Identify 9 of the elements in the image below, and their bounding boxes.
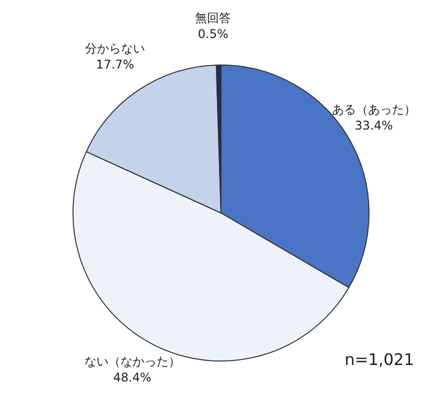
- data-label: 48.4%: [113, 370, 152, 385]
- slice-label: ある（あった）: [332, 102, 416, 116]
- text: n=1,021: [344, 350, 414, 369]
- data-label: 33.4%: [354, 118, 393, 132]
- slice-label: 無回答: [195, 11, 232, 26]
- data-label: 0.5%: [198, 27, 228, 42]
- slice-label: 分からない: [85, 42, 146, 56]
- data-label: 17.7%: [96, 58, 134, 72]
- slice-label: ない（なかった）: [84, 354, 180, 369]
